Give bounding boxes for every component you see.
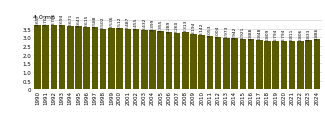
Bar (264, 41, 271, 90)
Bar (124, 30, 131, 90)
Text: 2.794: 2.794 (274, 29, 278, 41)
Text: 3.694: 3.694 (60, 13, 64, 25)
Bar (281, 42, 287, 90)
Bar (215, 38, 222, 90)
Bar (42, 26, 49, 90)
Text: 2.794: 2.794 (282, 29, 286, 41)
Text: 3.289: 3.289 (167, 20, 171, 32)
Bar (190, 35, 197, 90)
Text: 3.455: 3.455 (134, 17, 138, 30)
Bar (289, 41, 295, 90)
Text: 3.536: 3.536 (110, 16, 113, 28)
Text: 2.806: 2.806 (298, 29, 302, 41)
Text: 3.487: 3.487 (126, 17, 130, 29)
Text: 3.355: 3.355 (159, 19, 163, 31)
Bar (182, 33, 188, 90)
Bar (199, 36, 205, 90)
Bar (223, 38, 230, 90)
Bar (297, 41, 304, 90)
Text: 3.260: 3.260 (175, 21, 179, 33)
Text: 3.643: 3.643 (76, 14, 81, 26)
Bar (51, 26, 57, 90)
Text: 2.973: 2.973 (225, 26, 228, 38)
Bar (67, 26, 73, 90)
Text: 3.313: 3.313 (183, 20, 187, 32)
Text: 2.921: 2.921 (241, 27, 245, 39)
Text: 2.809: 2.809 (266, 28, 269, 41)
Bar (59, 26, 65, 90)
Text: 3.194: 3.194 (191, 22, 196, 34)
Text: 3.697: 3.697 (35, 13, 39, 25)
Bar (174, 33, 180, 90)
Text: 2.848: 2.848 (257, 28, 261, 40)
Bar (34, 26, 41, 90)
Bar (100, 29, 107, 90)
Text: 3.004: 3.004 (216, 25, 220, 37)
Text: 2.942: 2.942 (233, 26, 237, 38)
Text: 3.053: 3.053 (208, 24, 212, 37)
Bar (141, 30, 148, 90)
Bar (231, 39, 238, 90)
Bar (149, 31, 156, 90)
Bar (305, 41, 312, 90)
Bar (116, 29, 123, 90)
Text: 3.702: 3.702 (44, 13, 48, 25)
Text: 3.615: 3.615 (85, 14, 89, 27)
Text: 2.886: 2.886 (315, 27, 319, 39)
Bar (240, 39, 246, 90)
Text: 3.399: 3.399 (150, 18, 154, 31)
Bar (272, 42, 279, 90)
Bar (92, 28, 98, 90)
Text: 3.588: 3.588 (93, 15, 97, 27)
Bar (166, 33, 172, 90)
Text: 2.833: 2.833 (306, 28, 311, 40)
Text: 2.811: 2.811 (290, 28, 294, 41)
Text: 3.512: 3.512 (118, 16, 122, 29)
Bar (84, 27, 90, 90)
Bar (256, 41, 263, 90)
Bar (314, 40, 320, 90)
Bar (75, 27, 82, 90)
Bar (248, 40, 254, 90)
Bar (207, 37, 213, 90)
Text: 3.432: 3.432 (142, 18, 146, 30)
Text: 2.888: 2.888 (249, 27, 253, 39)
Text: 3.142: 3.142 (200, 23, 204, 35)
Text: 3.671: 3.671 (68, 14, 72, 26)
Text: 4.0 mn: 4.0 mn (33, 15, 55, 20)
Text: 3.706: 3.706 (52, 13, 56, 25)
Bar (133, 30, 139, 90)
Text: 3.502: 3.502 (101, 16, 105, 29)
Bar (157, 32, 164, 90)
Bar (108, 29, 115, 90)
